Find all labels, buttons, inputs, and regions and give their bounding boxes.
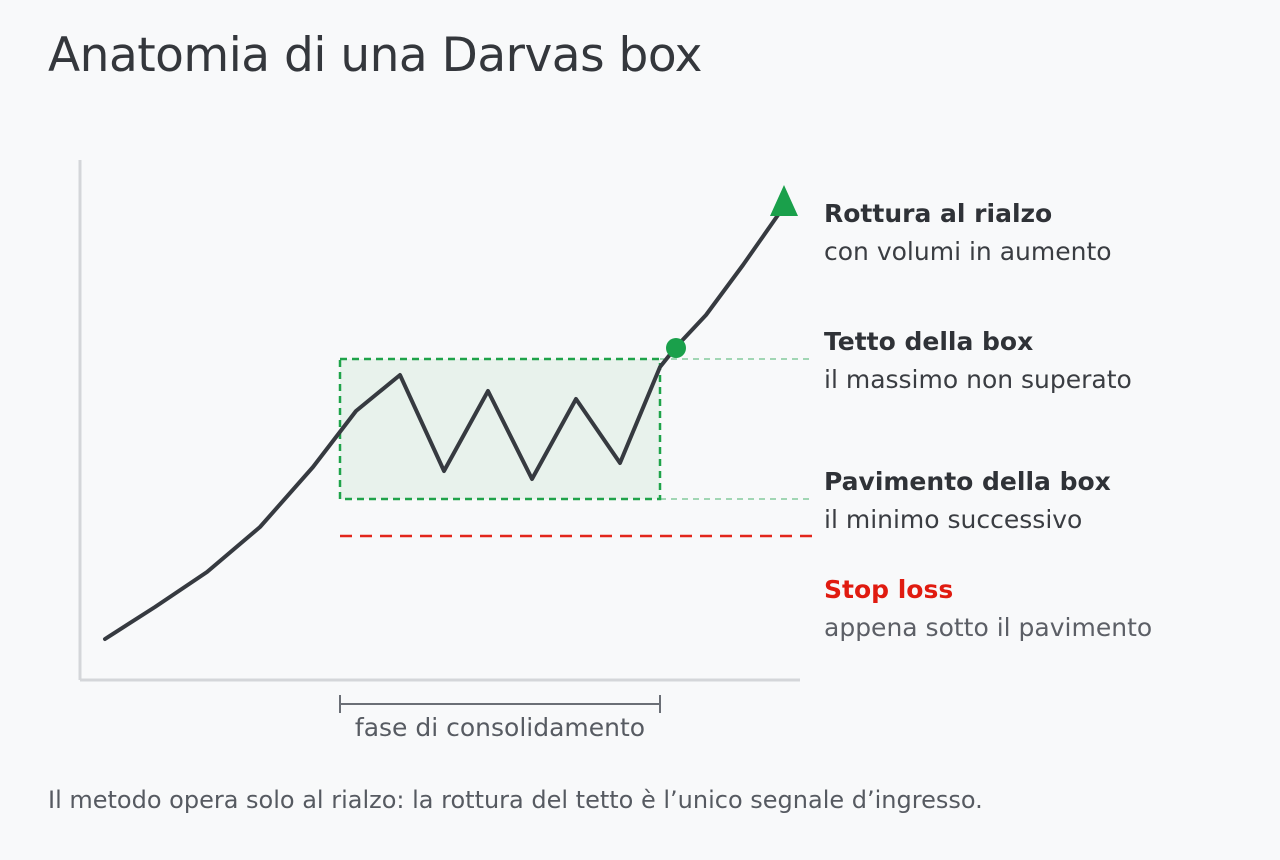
breakout-point-marker (666, 338, 686, 358)
breakout-arrow-icon (770, 185, 798, 216)
legend-stop-loss-subtitle: appena sotto il pavimento (824, 613, 1153, 642)
legend-roof: Tetto della box il massimo non superato (824, 323, 1264, 399)
legend-floor-title: Pavimento della box (824, 467, 1111, 496)
consolidation-span-bracket (339, 695, 661, 713)
page-title: Anatomia di una Darvas box (48, 28, 702, 83)
legend-stop-loss: Stop loss appena sotto il pavimento (824, 571, 1264, 647)
legend-floor-subtitle: il minimo successivo (824, 505, 1083, 534)
legend-roof-subtitle: il massimo non superato (824, 365, 1132, 394)
footnote: Il metodo opera solo al rialzo: la rottu… (48, 786, 983, 814)
legend-floor: Pavimento della box il minimo successivo (824, 463, 1264, 539)
legend-breakout-subtitle: con volumi in aumento (824, 237, 1112, 266)
legend-breakout: Rottura al rialzo con volumi in aumento (824, 195, 1264, 271)
darvas-box (338, 357, 662, 501)
price-line (103, 213, 780, 641)
legend-stop-loss-title: Stop loss (824, 575, 954, 604)
consolidation-label: fase di consolidamento (354, 713, 646, 742)
legend-breakout-title: Rottura al rialzo (824, 199, 1053, 228)
legend-roof-title: Tetto della box (824, 327, 1034, 356)
